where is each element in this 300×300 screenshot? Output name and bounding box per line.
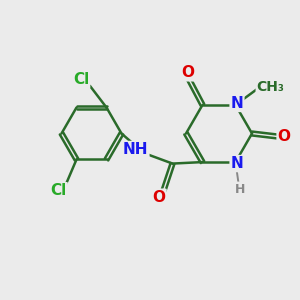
Text: O: O: [152, 190, 166, 205]
Text: N: N: [231, 156, 243, 171]
Text: H: H: [235, 183, 245, 196]
Text: NH: NH: [123, 142, 148, 157]
Text: CH₃: CH₃: [257, 80, 284, 94]
Text: N: N: [231, 96, 243, 111]
Text: O: O: [278, 129, 291, 144]
Text: Cl: Cl: [50, 183, 67, 198]
Text: O: O: [181, 65, 194, 80]
Text: Cl: Cl: [73, 72, 89, 87]
